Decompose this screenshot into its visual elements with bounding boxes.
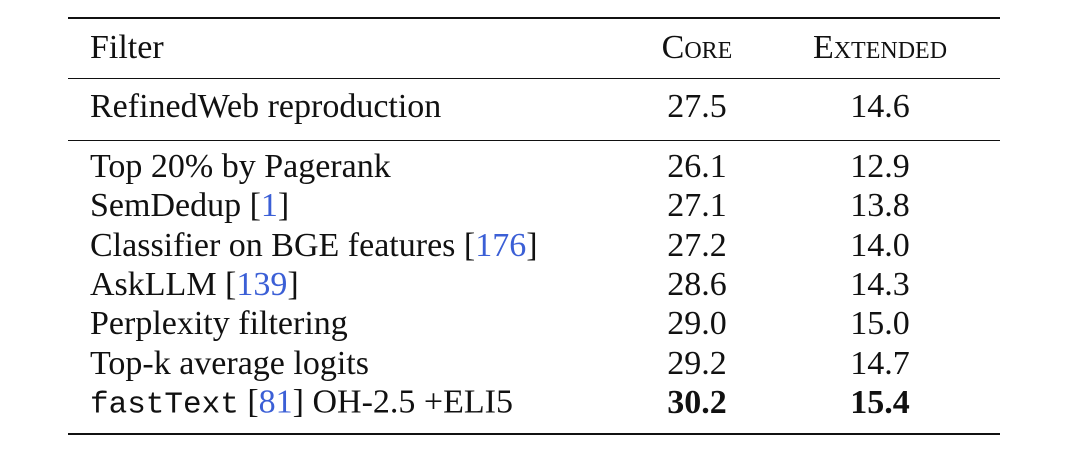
filter-text: ] OH-2.5 +ELI5: [292, 383, 513, 421]
filter-cell: Top 20% by Pagerank: [90, 150, 391, 184]
filter-text: ]: [287, 265, 299, 303]
filter-cell: SemDedup [1]: [90, 189, 289, 223]
value-cell: 28.6: [667, 265, 727, 303]
value-cell: 13.8: [850, 187, 910, 225]
header-cell: Filter: [90, 29, 164, 66]
filter-cell: Classifier on BGE features [176]: [90, 226, 538, 264]
header-cell: Core: [661, 29, 733, 66]
filter-cell: Top-k average logits: [90, 344, 369, 382]
header-rule: [68, 78, 1000, 79]
value-cell: 14.0: [850, 226, 910, 264]
value-cell: 30.2: [667, 383, 727, 421]
group-rule: [68, 140, 1000, 141]
filter-text: fastText: [90, 387, 239, 423]
value-cell: 26.1: [667, 148, 727, 185]
filter-cell: RefinedWeb reproduction: [90, 90, 441, 124]
top-rule: [68, 17, 1000, 19]
filter-text: Classifier on BGE features [: [90, 226, 476, 264]
filter-text: Perplexity filtering: [90, 305, 348, 343]
filter-text: [: [238, 383, 259, 421]
value-cell: 29.2: [667, 344, 727, 382]
value-cell: 12.9: [850, 148, 910, 185]
value-cell: 15.4: [850, 383, 910, 421]
filter-cell: Perplexity filtering: [90, 307, 348, 341]
citation-link[interactable]: 139: [236, 265, 288, 303]
filter-text: AskLLM [: [90, 265, 237, 303]
value-cell: 14.3: [850, 265, 910, 303]
filter-text: ]: [526, 226, 538, 264]
filter-text: ]: [277, 187, 290, 225]
citation-link[interactable]: 176: [475, 226, 527, 264]
filter-cell: fastText [81] OH-2.5 +ELI5: [90, 383, 513, 423]
value-cell: 15.0: [850, 305, 910, 343]
filter-cell: AskLLM [139]: [90, 265, 299, 303]
value-cell: 27.1: [667, 187, 727, 225]
header-cell: Extended: [812, 29, 948, 66]
value-cell: 27.5: [667, 88, 727, 125]
bottom-rule: [68, 433, 1000, 435]
citation-link[interactable]: 81: [258, 383, 293, 421]
filter-text: Top-k average logits: [90, 344, 369, 382]
citation-link[interactable]: 1: [260, 187, 278, 225]
filter-text: RefinedWeb reproduction: [90, 88, 442, 125]
value-cell: 29.0: [667, 305, 727, 343]
value-cell: 14.7: [850, 344, 910, 382]
value-cell: 27.2: [667, 226, 727, 264]
filter-text: SemDedup [: [90, 187, 261, 225]
filter-text: Top 20% by Pagerank: [90, 148, 391, 185]
value-cell: 14.6: [850, 88, 910, 125]
